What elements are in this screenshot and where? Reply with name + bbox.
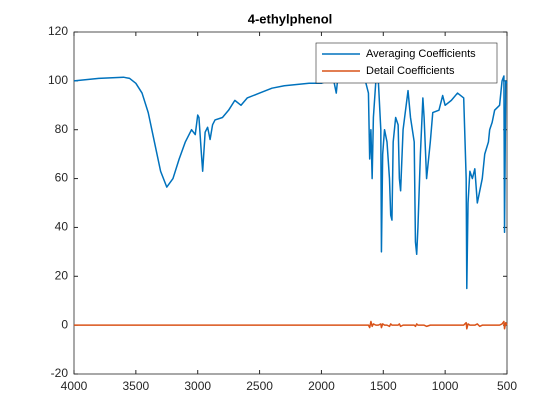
data-line [74, 320, 508, 330]
x-tick-label: 1500 [370, 379, 397, 393]
y-tick-label: 40 [55, 220, 69, 234]
x-tick-label: 2000 [308, 379, 335, 393]
y-tick-label: -20 [51, 366, 69, 380]
y-tick-label: 20 [55, 268, 69, 282]
plot-area [73, 31, 508, 375]
legend-label: Averaging Coefficients [366, 48, 476, 60]
x-tick-label: 3500 [123, 379, 150, 393]
y-tick-label: 60 [55, 171, 69, 185]
data-line [73, 75, 508, 290]
chart-title: 4-ethylphenol [248, 11, 333, 26]
x-tick-label: 500 [497, 379, 517, 393]
x-tick-label: 3000 [184, 379, 211, 393]
y-tick-label: 120 [48, 24, 68, 38]
x-tick-label: 4000 [61, 379, 88, 393]
y-tick-label: 0 [61, 317, 68, 331]
x-tick-label: 1000 [432, 379, 459, 393]
legend-label: Detail Coefficients [366, 65, 455, 77]
legend-box [315, 42, 498, 84]
y-tick-label: 80 [55, 122, 69, 136]
x-tick-label: 2500 [246, 379, 273, 393]
y-tick-label: 100 [48, 73, 68, 87]
